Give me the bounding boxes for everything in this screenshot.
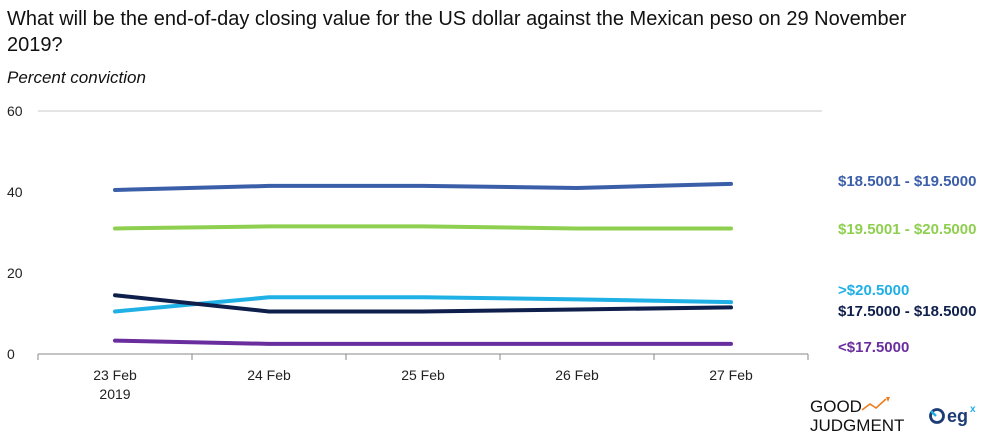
- y-tick-label: 40: [7, 184, 23, 200]
- x-tick-label: 24 Feb: [247, 367, 291, 383]
- x-tick-label: 23 Feb: [93, 367, 137, 383]
- egx-logo-text: eg: [947, 406, 968, 426]
- good-judgment-trend-icon: [861, 398, 887, 411]
- x-tick-label: 2019: [99, 386, 130, 402]
- legend-label-1: $19.5001 - $20.5000: [838, 221, 976, 238]
- series-line-2: [113, 295, 733, 314]
- legend-layer: $18.5001 - $19.5000 $19.5001 - $20.5000 >$…: [838, 173, 976, 356]
- series-line-0: [113, 181, 733, 192]
- series-line-1: [113, 224, 733, 231]
- egx-swirl-accent-icon: [930, 410, 937, 417]
- good-judgment-logo-line2: JUDGMENT: [810, 416, 904, 435]
- legend-label-3: $17.5000 - $18.5000: [838, 303, 976, 320]
- series-layer: [113, 181, 733, 346]
- legend-label-0: $18.5001 - $19.5000: [838, 173, 976, 190]
- x-tick-label: 26 Feb: [555, 367, 599, 383]
- egx-swirl-icon: [929, 408, 945, 424]
- good-judgment-logo: GOOD JUDGMENT: [810, 397, 904, 435]
- good-judgment-logo-line1: GOOD: [810, 397, 862, 416]
- y-tick-label: 20: [7, 265, 23, 281]
- good-judgment-arrow-icon: [886, 397, 890, 402]
- legend-label-2: >$20.5000: [838, 282, 909, 299]
- axis-layer: 0 20 40 60 23 Feb 2019 24 Feb 25 Feb 26 Feb 27 Fe…: [7, 103, 809, 402]
- x-tick-label: 27 Feb: [709, 367, 753, 383]
- series-line-4: [113, 338, 733, 346]
- y-tick-label: 0: [7, 346, 15, 362]
- y-tick-label: 60: [7, 103, 23, 119]
- series-line-3: [113, 293, 733, 314]
- legend-label-4: <$17.5000: [838, 339, 909, 356]
- egx-logo-sup: x: [970, 404, 976, 415]
- x-tick-label: 25 Feb: [401, 367, 445, 383]
- chart-title: What will be the end-of-day closing valu…: [7, 8, 907, 56]
- egx-logo: eg x: [929, 404, 976, 426]
- chart-subtitle: Percent conviction: [7, 68, 146, 87]
